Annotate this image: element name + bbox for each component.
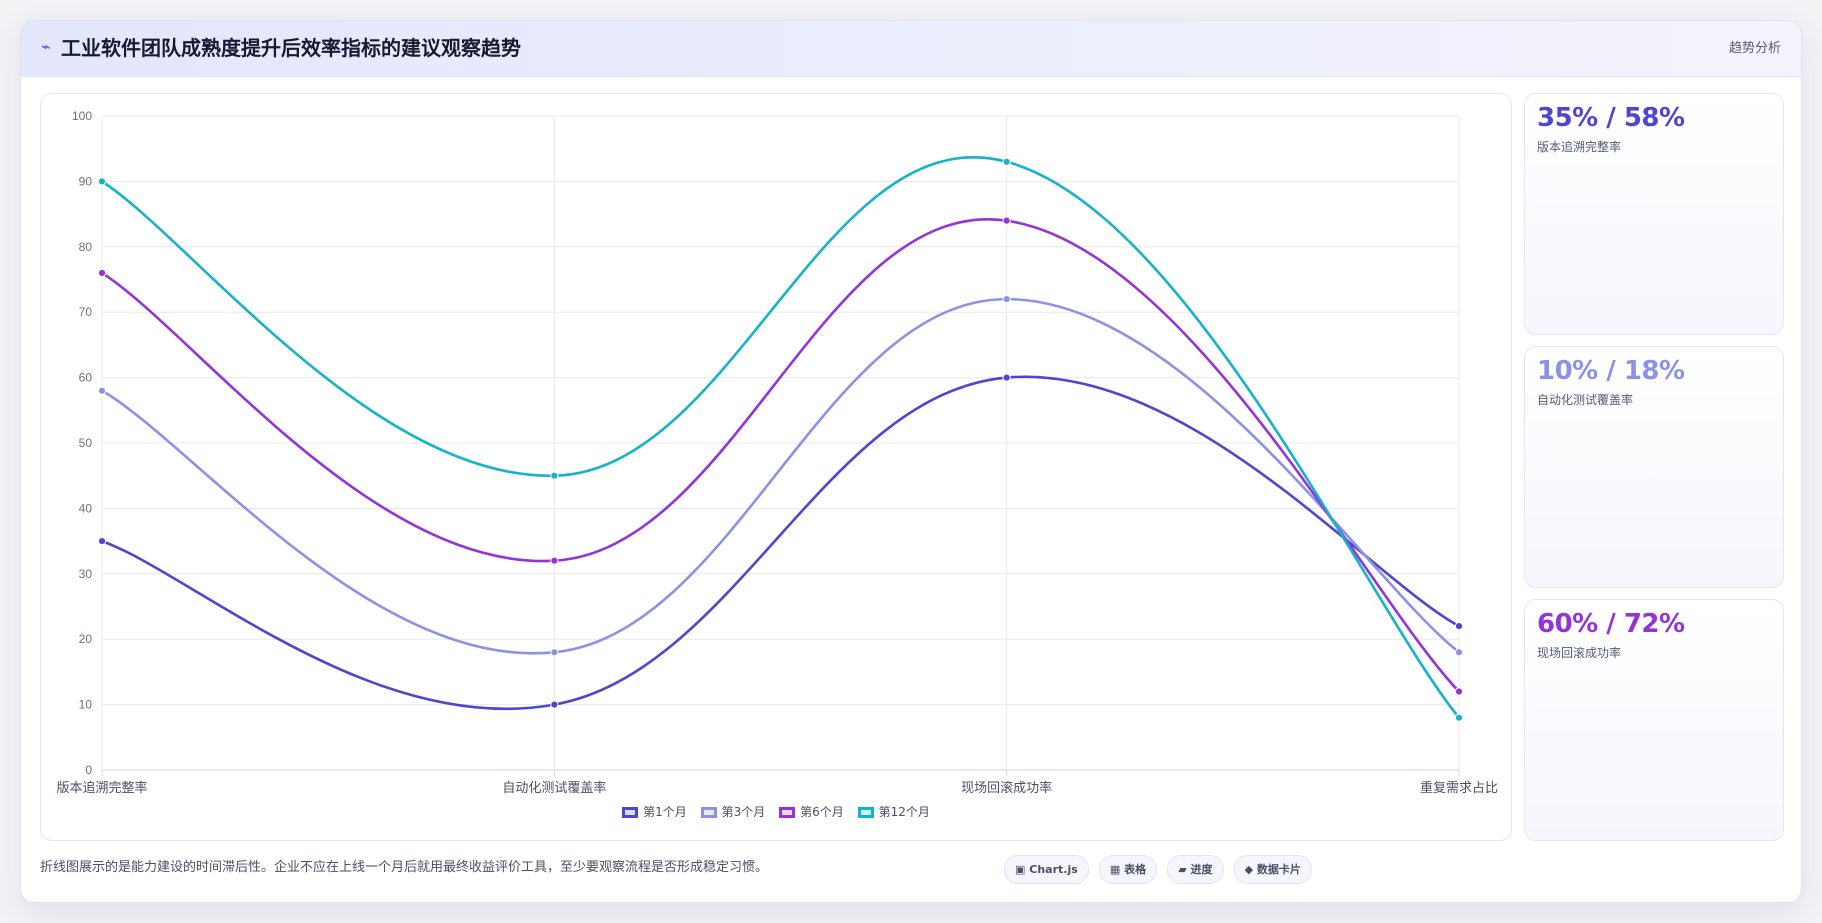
- series-line-1: [101, 297, 1460, 655]
- data-point-1: [97, 386, 107, 395]
- legend-label-3: 第12个月: [878, 805, 930, 819]
- section-tag: 趋势分析: [1728, 41, 1781, 56]
- chip-label: 进度: [1190, 863, 1213, 876]
- data-point-2: [97, 268, 107, 278]
- data-point-1: [1002, 295, 1011, 304]
- stat-label: 自动化测试覆盖率: [1537, 393, 1634, 407]
- stat-card-version-trace: 35% / 58% 版本追溯完整率: [1524, 93, 1784, 335]
- stat-label: 现场回滚成功率: [1537, 646, 1622, 660]
- data-point-2: [1002, 216, 1011, 225]
- legend-label-0: 第1个月: [643, 805, 687, 819]
- page-title: 工业软件团队成熟度提升后效率指标的建议观察趋势: [61, 36, 521, 60]
- diamond-icon: ◆: [1244, 863, 1254, 876]
- data-point-1: [550, 648, 559, 657]
- chip-label: Chart.js: [1029, 863, 1078, 876]
- y-tick-label: 60: [79, 371, 93, 385]
- legend-label-1: 第3个月: [721, 805, 766, 819]
- x-tick-label: 自动化测试覆盖率: [502, 780, 606, 796]
- chart-panel: 0 10 20 30 40 50 60 70 80 90 100 版本追溯完整率 自动化测试覆盖率 现场回…: [40, 93, 1512, 841]
- data-point-0: [550, 700, 559, 709]
- stat-value: 60% / 72%: [1537, 609, 1685, 639]
- y-tick-label: 20: [79, 632, 93, 646]
- line-chart: 0 10 20 30 40 50 60 70 80 90 100 版本追溯完整率 自动化测试覆盖率 现场回…: [56, 109, 1498, 796]
- y-tick-label: 80: [79, 240, 93, 254]
- chip-chartjs[interactable]: ▣ Chart.js: [1004, 855, 1089, 884]
- legend-item-2[interactable]: 第6个月: [779, 803, 844, 820]
- dashboard-card: ⌁ 工业软件团队成熟度提升后效率指标的建议观察趋势 趋势分析 0 10 20 30 40…: [20, 20, 1802, 903]
- tech-chips: ▣ Chart.js ▦ 表格 ▰ 进度 ◆ 数据卡片: [1004, 855, 1317, 884]
- data-point-3: [1002, 157, 1011, 166]
- series-line-0: [101, 375, 1460, 711]
- y-tick-label: 10: [79, 698, 93, 712]
- data-point-1: [1454, 648, 1464, 657]
- x-tick-label: 现场回滚成功率: [961, 780, 1052, 796]
- y-tick-label: 90: [79, 174, 93, 188]
- progress-icon: ▰: [1178, 863, 1187, 876]
- y-tick-label: 50: [79, 436, 93, 450]
- y-tick-label: 100: [72, 109, 92, 123]
- data-point-0: [1454, 622, 1464, 631]
- chip-label: 数据卡片: [1256, 863, 1301, 876]
- chip-data-card[interactable]: ◆ 数据卡片: [1233, 855, 1312, 884]
- stat-value: 10% / 18%: [1537, 356, 1685, 386]
- legend-swatch-3: [857, 807, 874, 818]
- series-line-3: [101, 156, 1461, 719]
- chart-footnote: 折线图展示的是能力建设的时间滞后性。企业不应在上线一个月后就用最终收益评价工具，…: [40, 860, 769, 875]
- data-point-3: [1454, 713, 1464, 722]
- stat-card-rollback-success: 60% / 72% 现场回滚成功率: [1524, 599, 1784, 841]
- data-point-2: [550, 556, 559, 565]
- y-tick-label: 30: [79, 567, 93, 581]
- data-point-2: [1454, 687, 1464, 696]
- chart-icon: ▣: [1015, 863, 1026, 876]
- legend-swatch-2: [779, 807, 796, 818]
- y-tick-label: 0: [85, 763, 92, 777]
- data-point-3: [550, 471, 559, 480]
- chip-table[interactable]: ▦ 表格: [1098, 855, 1158, 884]
- stat-label: 版本追溯完整率: [1537, 140, 1622, 154]
- series-line-2: [101, 217, 1460, 693]
- y-tick-label: 70: [79, 305, 93, 319]
- trend-icon: ⌁: [41, 37, 51, 56]
- legend-item-3[interactable]: 第12个月: [857, 803, 930, 820]
- x-tick-label: 重复需求占比: [1420, 780, 1498, 796]
- x-tick-label: 版本追溯完整率: [56, 780, 147, 796]
- stat-card-test-coverage: 10% / 18% 自动化测试覆盖率: [1524, 346, 1784, 588]
- data-point-0: [1002, 373, 1011, 382]
- chip-progress[interactable]: ▰ 进度: [1167, 855, 1224, 884]
- header: ⌁ 工业软件团队成熟度提升后效率指标的建议观察趋势 趋势分析: [21, 21, 1801, 77]
- legend-label-2: 第6个月: [800, 805, 844, 819]
- legend-swatch-1: [700, 807, 717, 818]
- data-point-0: [97, 537, 107, 546]
- y-tick-label: 40: [79, 501, 93, 515]
- data-point-3: [97, 177, 107, 186]
- legend-swatch-0: [622, 807, 639, 818]
- legend-item-0[interactable]: 第1个月: [622, 803, 687, 820]
- stat-value: 35% / 58%: [1537, 103, 1685, 133]
- table-icon: ▦: [1109, 863, 1121, 876]
- chart-legend: 第1个月 第3个月 第6个月 第12个月: [41, 803, 1511, 820]
- legend-item-1[interactable]: 第3个月: [700, 803, 766, 820]
- chip-label: 表格: [1124, 863, 1147, 876]
